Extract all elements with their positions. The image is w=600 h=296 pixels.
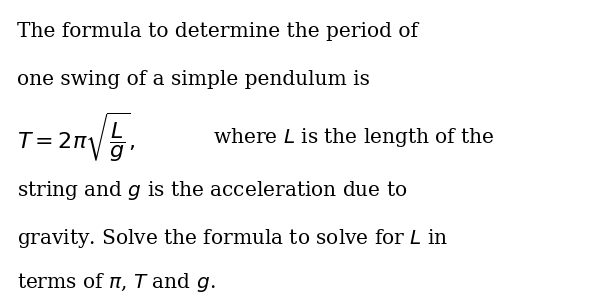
Text: $T = 2\pi\sqrt{\dfrac{L}{g}},$: $T = 2\pi\sqrt{\dfrac{L}{g}},$	[17, 111, 136, 164]
Text: string and $g$ is the acceleration due to: string and $g$ is the acceleration due t…	[17, 179, 407, 202]
Text: where $L$ is the length of the: where $L$ is the length of the	[213, 126, 494, 149]
Text: one swing of a simple pendulum is: one swing of a simple pendulum is	[17, 70, 370, 89]
Text: terms of $\pi$, $T$ and $g$.: terms of $\pi$, $T$ and $g$.	[17, 271, 215, 294]
Text: gravity. Solve the formula to solve for $L$ in: gravity. Solve the formula to solve for …	[17, 227, 448, 250]
Text: The formula to determine the period of: The formula to determine the period of	[17, 22, 418, 41]
